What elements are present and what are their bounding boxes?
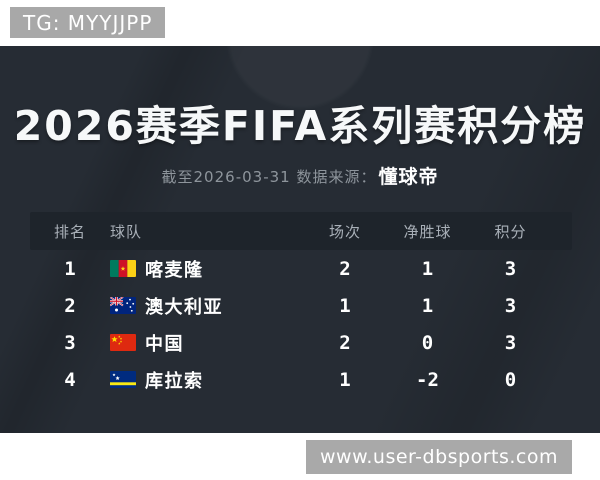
table-row: 3 中国 2 0 3: [30, 324, 572, 361]
standings-board: 2026赛季FIFA系列赛积分榜 截至2026-03-31 数据来源： 懂球帝 排…: [0, 46, 600, 433]
matches-cell: 1: [339, 294, 351, 317]
points-cell: 3: [504, 294, 517, 317]
header-matches: 场次: [328, 222, 361, 241]
standings-table: 排名 球队 场次 净胜球 积分 1 喀麦隆 2: [30, 212, 572, 398]
page-title: 2026赛季FIFA系列赛积分榜: [13, 102, 587, 150]
team-name: 喀麦隆: [145, 259, 204, 281]
cameroon-flag-icon: [110, 260, 136, 277]
table-row: 2: [30, 287, 572, 324]
website-watermark-badge: www.user-dbsports.com: [306, 440, 572, 474]
points-cell: 3: [504, 257, 517, 280]
subtitle: 截至2026-03-31 数据来源： 懂球帝: [0, 162, 600, 189]
table-row: 1 喀麦隆 2 1 3: [30, 250, 572, 287]
matches-cell: 2: [339, 257, 351, 280]
tg-watermark-badge: TG: MYYJJPP: [10, 7, 166, 38]
rank-cell: 3: [64, 331, 76, 354]
team-name: 库拉索: [145, 370, 204, 392]
china-flag-icon: [110, 334, 136, 351]
goal-difference-cell: -2: [416, 368, 439, 391]
table-row: 4 库拉索 1 -2 0: [30, 361, 572, 398]
data-source-label: 懂球帝: [378, 166, 439, 188]
top-strip: TG: MYYJJPP: [0, 0, 600, 46]
points-cell: 0: [504, 368, 517, 391]
rank-cell: 2: [64, 294, 76, 317]
header-rank: 排名: [53, 222, 86, 241]
goal-difference-cell: 1: [421, 257, 434, 280]
table-header-row: 排名 球队 场次 净胜球 积分: [30, 212, 572, 250]
team-name: 澳大利亚: [145, 296, 223, 318]
goal-difference-cell: 1: [421, 294, 434, 317]
rank-cell: 1: [64, 257, 76, 280]
header-points: 积分: [494, 222, 527, 241]
rank-cell: 4: [64, 368, 76, 391]
header-goal-difference: 净胜球: [403, 222, 452, 241]
curacao-flag-icon: [110, 371, 136, 388]
matches-cell: 2: [339, 331, 351, 354]
points-cell: 3: [504, 331, 517, 354]
australia-flag-icon: [110, 297, 136, 314]
team-name: 中国: [145, 333, 184, 355]
matches-cell: 1: [339, 368, 351, 391]
goal-difference-cell: 0: [421, 331, 434, 354]
bottom-strip: www.user-dbsports.com: [0, 433, 600, 480]
subtitle-prefix: 截至2026-03-31 数据来源：: [161, 168, 377, 186]
header-team: 球队: [110, 222, 143, 241]
